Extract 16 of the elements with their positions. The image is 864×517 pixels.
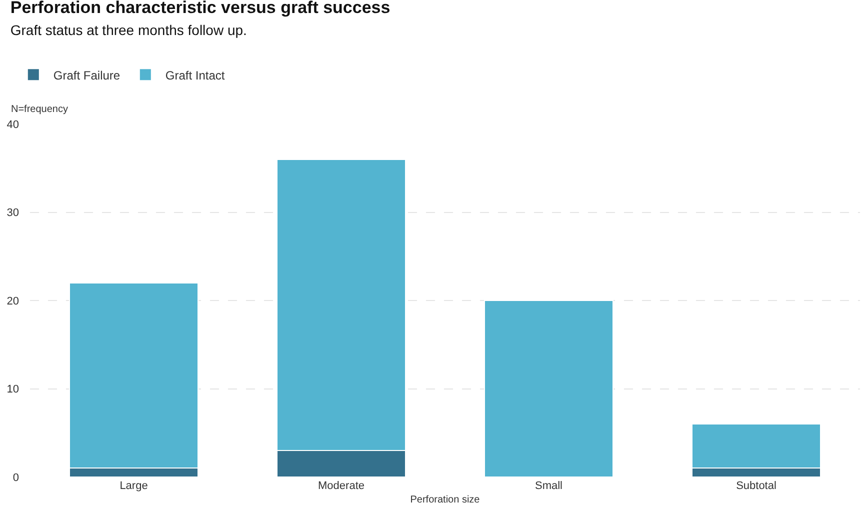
x-axis-title: Perforation size [410,494,480,506]
x-tick-label: Moderate [318,480,364,492]
chart-title: Perforation characteristic versus graft success [10,0,390,17]
y-axis-title: N=frequency [11,104,68,115]
legend-label: Graft Failure [53,68,120,82]
legend-label: Graft Intact [165,68,226,82]
y-tick-label: 20 [6,295,19,308]
chart-subtitle: Graft status at three months follow up. [10,22,247,38]
y-tick-label: 0 [12,472,19,484]
bar [484,300,614,477]
x-tick-label: Subtotal [736,480,776,492]
x-tick-label: Large [120,480,148,492]
y-tick-label: 40 [6,118,19,131]
y-tick-label: 30 [6,207,19,220]
y-tick-label: 10 [6,384,19,396]
x-tick-label: Small [534,480,563,492]
